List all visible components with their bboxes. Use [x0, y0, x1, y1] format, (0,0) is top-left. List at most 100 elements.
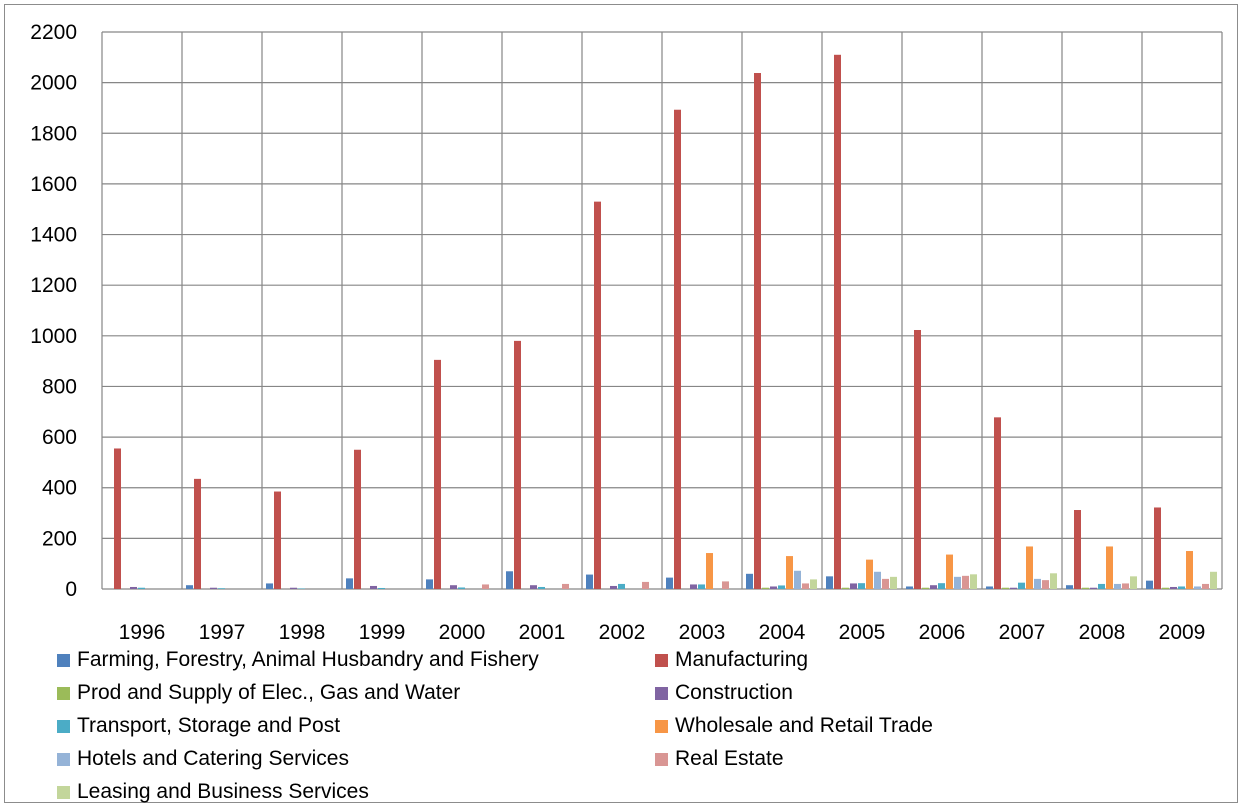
bar: [778, 585, 785, 589]
bar: [906, 586, 913, 589]
x-tick-label: 2008: [1079, 621, 1126, 644]
bar: [1186, 551, 1193, 589]
bar: [426, 579, 433, 589]
x-tick-label: 2009: [1159, 621, 1206, 644]
bar: [1106, 546, 1113, 589]
bar: [1098, 583, 1105, 589]
x-tick-label: 2006: [919, 621, 966, 644]
bar: [1122, 583, 1129, 589]
bar: [514, 340, 521, 589]
bar: [618, 583, 625, 589]
bar: [754, 73, 761, 590]
bar: [1082, 587, 1089, 589]
bar: [938, 583, 945, 589]
y-tick-label: 400: [42, 477, 77, 500]
bar: [914, 329, 921, 589]
bar: [994, 417, 1001, 589]
bar: [946, 554, 953, 589]
bar: [1050, 573, 1057, 589]
bar: [706, 553, 713, 589]
bar: [298, 588, 305, 589]
bar: [986, 586, 993, 589]
bar: [802, 583, 809, 589]
y-tick-label: 2000: [30, 72, 77, 95]
bar: [954, 576, 961, 589]
bar: [1210, 571, 1217, 589]
bar: [266, 583, 273, 589]
bar: [698, 584, 705, 589]
x-tick-label: 2003: [679, 621, 726, 644]
bar: [930, 585, 937, 589]
bar: [1074, 510, 1081, 589]
bar: [506, 571, 513, 589]
y-tick-label: 1200: [30, 274, 77, 297]
bar: [1154, 507, 1161, 589]
y-tick-label: 800: [42, 375, 77, 398]
bar: [530, 585, 537, 589]
bar: [290, 587, 297, 589]
bar: [642, 581, 649, 589]
bar: [482, 584, 489, 589]
bar: [762, 587, 769, 589]
bar: [194, 478, 201, 589]
bar: [1002, 587, 1009, 589]
bar: [810, 579, 817, 589]
bar: [1066, 585, 1073, 589]
chart-frame: [4, 4, 1238, 803]
bar: [858, 583, 865, 589]
bar: [1114, 583, 1121, 589]
bar: [834, 54, 841, 589]
bar: [114, 448, 121, 589]
bar: [1146, 580, 1153, 589]
bar: [586, 574, 593, 589]
y-tick-label: 200: [42, 527, 77, 550]
bar: [354, 449, 361, 589]
bar: [210, 587, 217, 589]
y-tick-label: 1800: [30, 122, 77, 145]
bar: [770, 586, 777, 589]
bar: [1194, 586, 1201, 589]
chart-grid: [101, 31, 1223, 590]
bar: [346, 578, 353, 589]
bar: [690, 584, 697, 589]
x-tick-label: 2007: [999, 621, 1046, 644]
y-tick-label: 1000: [30, 325, 77, 348]
x-tick-label: 2000: [439, 621, 486, 644]
bar: [1090, 587, 1097, 589]
bar: [970, 574, 977, 589]
bar: [1018, 582, 1025, 589]
bar: [746, 573, 753, 589]
y-axis-tick-labels: 0 200 400 600 800 1000 1200 1400 1600 1800 2000 220…: [30, 21, 77, 601]
bar: [562, 583, 569, 589]
bar: [370, 585, 377, 589]
y-tick-label: 1400: [30, 224, 77, 247]
bar: [610, 585, 617, 589]
bar: [1202, 583, 1209, 589]
bar: [786, 556, 793, 589]
bar: [826, 576, 833, 589]
bar: [842, 587, 849, 589]
bar: [722, 581, 729, 589]
bar: [378, 587, 385, 589]
bar: [882, 578, 889, 589]
bar: [850, 583, 857, 589]
bar: [1130, 576, 1137, 589]
bar: [186, 585, 193, 589]
bar: [666, 577, 673, 589]
bar: [890, 576, 897, 589]
bar: [450, 585, 457, 589]
x-tick-label: 2002: [599, 621, 646, 644]
bar: [674, 109, 681, 590]
x-tick-label: 2005: [839, 621, 886, 644]
bar: [434, 359, 441, 589]
x-tick-label: 2004: [759, 621, 806, 644]
bar: [1178, 586, 1185, 589]
bar: [1010, 587, 1017, 589]
bar: [130, 586, 137, 589]
x-tick-label: 2001: [519, 621, 566, 644]
bar: [1162, 587, 1169, 589]
y-tick-label: 600: [42, 426, 77, 449]
x-tick-label: 1999: [359, 621, 406, 644]
bar: [874, 571, 881, 589]
